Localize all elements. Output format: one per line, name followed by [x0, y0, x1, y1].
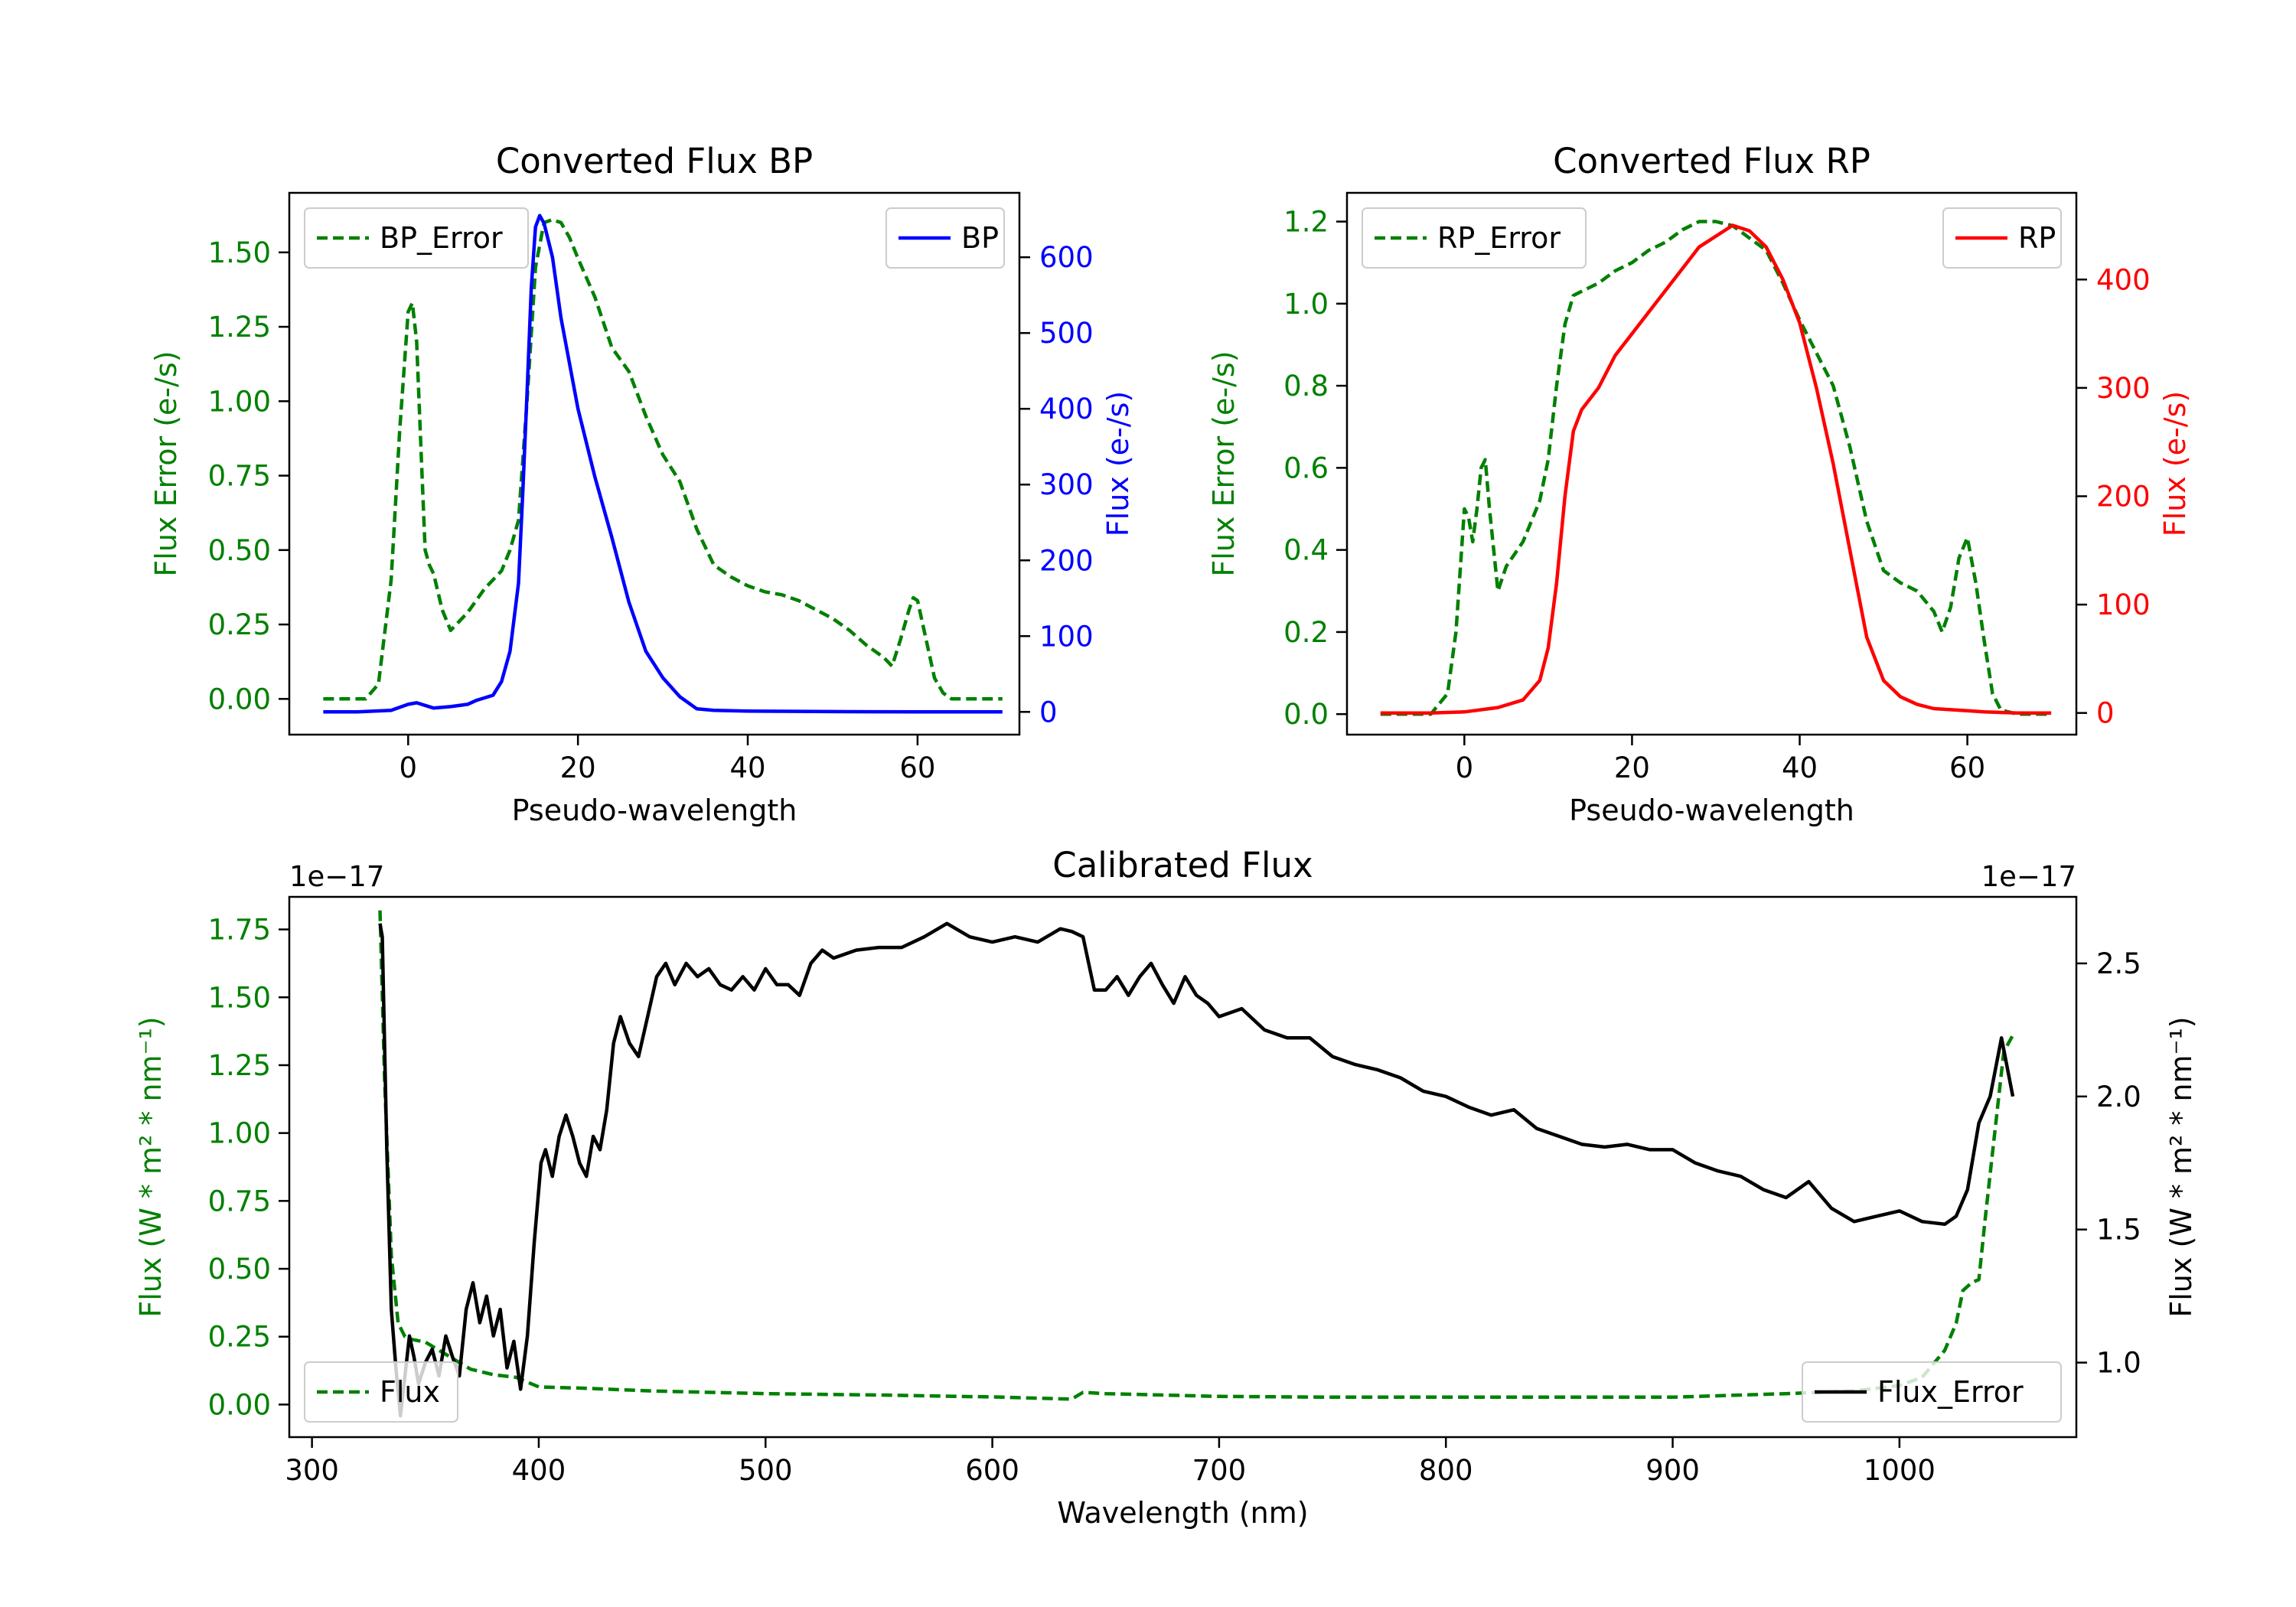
- x-tick-label: 0: [1456, 751, 1474, 784]
- y-left-tick-label: 1.2: [1283, 206, 1329, 239]
- y-right-tick-label: 100: [2096, 588, 2151, 621]
- y-left-tick-label: 0.25: [208, 1321, 271, 1354]
- y-right-tick-label: 0: [2096, 697, 2115, 730]
- y-right-tick-label: 0: [1039, 696, 1058, 729]
- chart-3: Calibrated Flux 300 400 500 600 700 800 900 1000…: [134, 845, 2198, 1530]
- y-left-tick-label: 0.75: [208, 1185, 271, 1217]
- y-left-tick-label: 1.50: [208, 981, 271, 1014]
- chart-title: Calibrated Flux: [1052, 845, 1313, 885]
- y-left-offset-label: 1e−17: [289, 860, 384, 893]
- x-tick-label: 0: [400, 751, 418, 784]
- x-tick-label: 900: [1645, 1454, 1700, 1487]
- y-right-tick-label: 600: [1039, 241, 1094, 274]
- x-tick-label: 20: [1614, 751, 1650, 784]
- y-left-tick-label: 1.00: [208, 385, 271, 418]
- y-left-tick-label: 1.25: [208, 311, 271, 344]
- x-tick-label: 600: [965, 1454, 1019, 1487]
- y-left-tick-label: 0.00: [208, 1388, 271, 1421]
- y-left-tick-label: 0.25: [208, 608, 271, 641]
- chart-1: Converted Flux BP 0 20 40 60 0.00 0.25 0.50 0.75…: [149, 141, 1135, 827]
- y-left-tick-label: 0.6: [1283, 451, 1329, 484]
- y-right-axis-label: Flux (e-/s): [1101, 391, 1135, 536]
- chart-title: Converted Flux BP: [496, 141, 813, 181]
- plot-frame: [1345, 191, 2078, 736]
- legend-flux: Flux: [304, 1361, 458, 1423]
- legend-label: Flux_Error: [1877, 1375, 2024, 1409]
- series-line-rp-error: [1380, 220, 2052, 716]
- legend-box: [304, 1361, 458, 1423]
- y-left-tick-label: 0.00: [208, 683, 271, 715]
- x-tick-label: 60: [899, 751, 935, 784]
- x-axis-label: Wavelength (nm): [1057, 1496, 1308, 1530]
- y-right-axis-label: Flux (e-/s): [2158, 391, 2192, 536]
- legend-label: BP_Error: [380, 221, 503, 255]
- y-right-tick-label: 500: [1039, 317, 1094, 350]
- y-right-tick-label: 100: [1039, 620, 1094, 653]
- plot-frame: [288, 895, 2078, 1439]
- y-left-tick-label: 0.8: [1283, 370, 1329, 403]
- legend-rp-error: RP_Error: [1362, 207, 1587, 269]
- series-line-flux: [378, 921, 2015, 1418]
- chart-title: Converted Flux RP: [1553, 141, 1870, 181]
- y-right-tick-label: 300: [2096, 372, 2151, 405]
- x-tick-label: 60: [1949, 751, 1985, 784]
- y-right-tick-label: 200: [2096, 480, 2151, 513]
- series-line-rp: [1380, 223, 2052, 715]
- y-right-tick-label: 1.0: [2096, 1347, 2141, 1380]
- y-left-axis-label: Flux Error (e-/s): [149, 350, 183, 576]
- y-left-tick-label: 1.50: [208, 236, 271, 269]
- legend-bp: BP: [885, 207, 1005, 269]
- y-left-axis-label: Flux Error (e-/s): [1207, 350, 1241, 576]
- chart-2: Converted Flux RP 0 20 40 60 0.0 0.2 0.4 0.6 0.8 1…: [1207, 141, 2192, 827]
- x-tick-label: 300: [285, 1454, 339, 1487]
- y-left-tick-label: 0.50: [208, 1253, 271, 1286]
- series-line-bp: [323, 214, 1003, 714]
- y-right-tick-label: 400: [2096, 263, 2151, 296]
- x-tick-label: 800: [1419, 1454, 1473, 1487]
- legend-label: RP: [2018, 221, 2056, 255]
- legend-box: [1362, 207, 1587, 269]
- y-right-tick-label: 1.5: [2096, 1214, 2141, 1247]
- plot-frame: [288, 191, 1021, 736]
- y-right-tick-label: 200: [1039, 544, 1094, 577]
- y-left-tick-label: 1.00: [208, 1117, 271, 1150]
- legend-flux-error: Flux_Error: [1802, 1361, 2062, 1423]
- series-line-bp-error: [323, 217, 1003, 701]
- y-right-tick-label: 2.0: [2096, 1081, 2141, 1113]
- y-right-axis-label: Flux (W * m² * nm⁻¹): [2164, 1016, 2198, 1317]
- series-line-flux-error: [378, 910, 2014, 1401]
- y-left-tick-label: 0.50: [208, 534, 271, 567]
- x-tick-label: 40: [1782, 751, 1818, 784]
- legend-label: RP_Error: [1437, 221, 1561, 255]
- x-axis-label: Pseudo-wavelength: [512, 794, 797, 827]
- y-left-tick-label: 0.0: [1283, 698, 1329, 731]
- y-left-tick-label: 0.4: [1283, 534, 1329, 567]
- y-right-tick-label: 400: [1039, 393, 1094, 425]
- legend-rp: RP: [1942, 207, 2062, 269]
- legend-label: Flux: [380, 1375, 440, 1409]
- y-right-offset-label: 1e−17: [1981, 860, 2076, 893]
- x-tick-label: 700: [1192, 1454, 1247, 1487]
- x-tick-label: 400: [512, 1454, 566, 1487]
- y-left-tick-label: 1.25: [208, 1049, 271, 1082]
- legend-label: BP: [961, 221, 999, 255]
- x-tick-label: 40: [729, 751, 765, 784]
- legend-box: [304, 207, 529, 269]
- x-tick-label: 500: [739, 1454, 793, 1487]
- y-left-axis-label: Flux (W * m² * nm⁻¹): [134, 1016, 168, 1317]
- y-right-tick-label: 2.5: [2096, 947, 2141, 980]
- legend-bp-error: BP_Error: [304, 207, 529, 269]
- x-axis-label: Pseudo-wavelength: [1569, 794, 1854, 827]
- y-left-tick-label: 0.2: [1283, 616, 1329, 649]
- x-tick-label: 20: [560, 751, 596, 784]
- y-left-tick-label: 1.75: [208, 914, 271, 947]
- y-left-tick-label: 0.75: [208, 460, 271, 493]
- legend-box: [1802, 1361, 2062, 1423]
- y-left-tick-label: 1.0: [1283, 288, 1329, 321]
- y-right-tick-label: 300: [1039, 468, 1094, 501]
- x-tick-label: 1000: [1864, 1454, 1936, 1487]
